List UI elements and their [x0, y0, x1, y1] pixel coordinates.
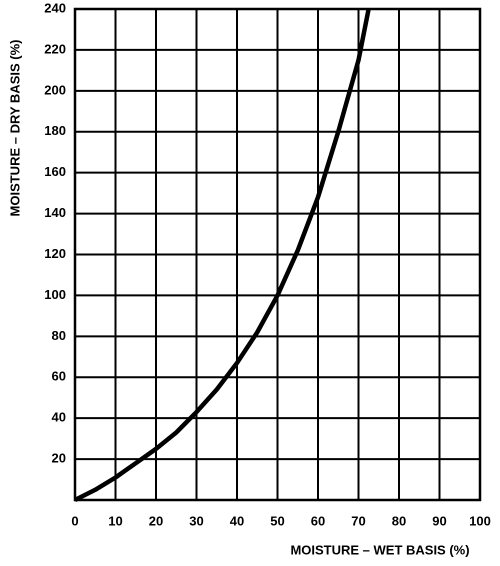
- x-tick-label: 50: [270, 513, 284, 528]
- x-tick-label: 80: [392, 513, 406, 528]
- y-tick-label: 40: [52, 410, 66, 425]
- y-tick-label: 20: [52, 451, 66, 466]
- x-tick-label: 70: [351, 513, 365, 528]
- data-line: [73, 8, 371, 503]
- x-tick-label: 60: [311, 513, 325, 528]
- x-tick-label: 20: [149, 513, 163, 528]
- x-tick-label: 100: [469, 513, 491, 528]
- y-tick-label: 200: [44, 82, 66, 97]
- y-tick-label: 160: [44, 164, 66, 179]
- y-tick-label: 140: [44, 205, 66, 220]
- y-tick-label: 80: [52, 328, 66, 343]
- x-tick-label: 0: [71, 513, 78, 528]
- y-tick-label: 100: [44, 287, 66, 302]
- y-tick-label: 240: [44, 0, 66, 15]
- y-axis-label: MOISTURE – DRY BASIS (%): [7, 40, 22, 217]
- y-tick-label: 120: [44, 246, 66, 261]
- y-tick-label: 180: [44, 123, 66, 138]
- x-axis-label: MOISTURE – WET BASIS (%): [290, 542, 469, 557]
- x-tick-label: 40: [230, 513, 244, 528]
- x-tick-label: 30: [189, 513, 203, 528]
- y-tick-label: 220: [44, 41, 66, 56]
- y-tick-label: 60: [52, 369, 66, 384]
- x-tick-label: 90: [432, 513, 446, 528]
- x-tick-label: 10: [108, 513, 122, 528]
